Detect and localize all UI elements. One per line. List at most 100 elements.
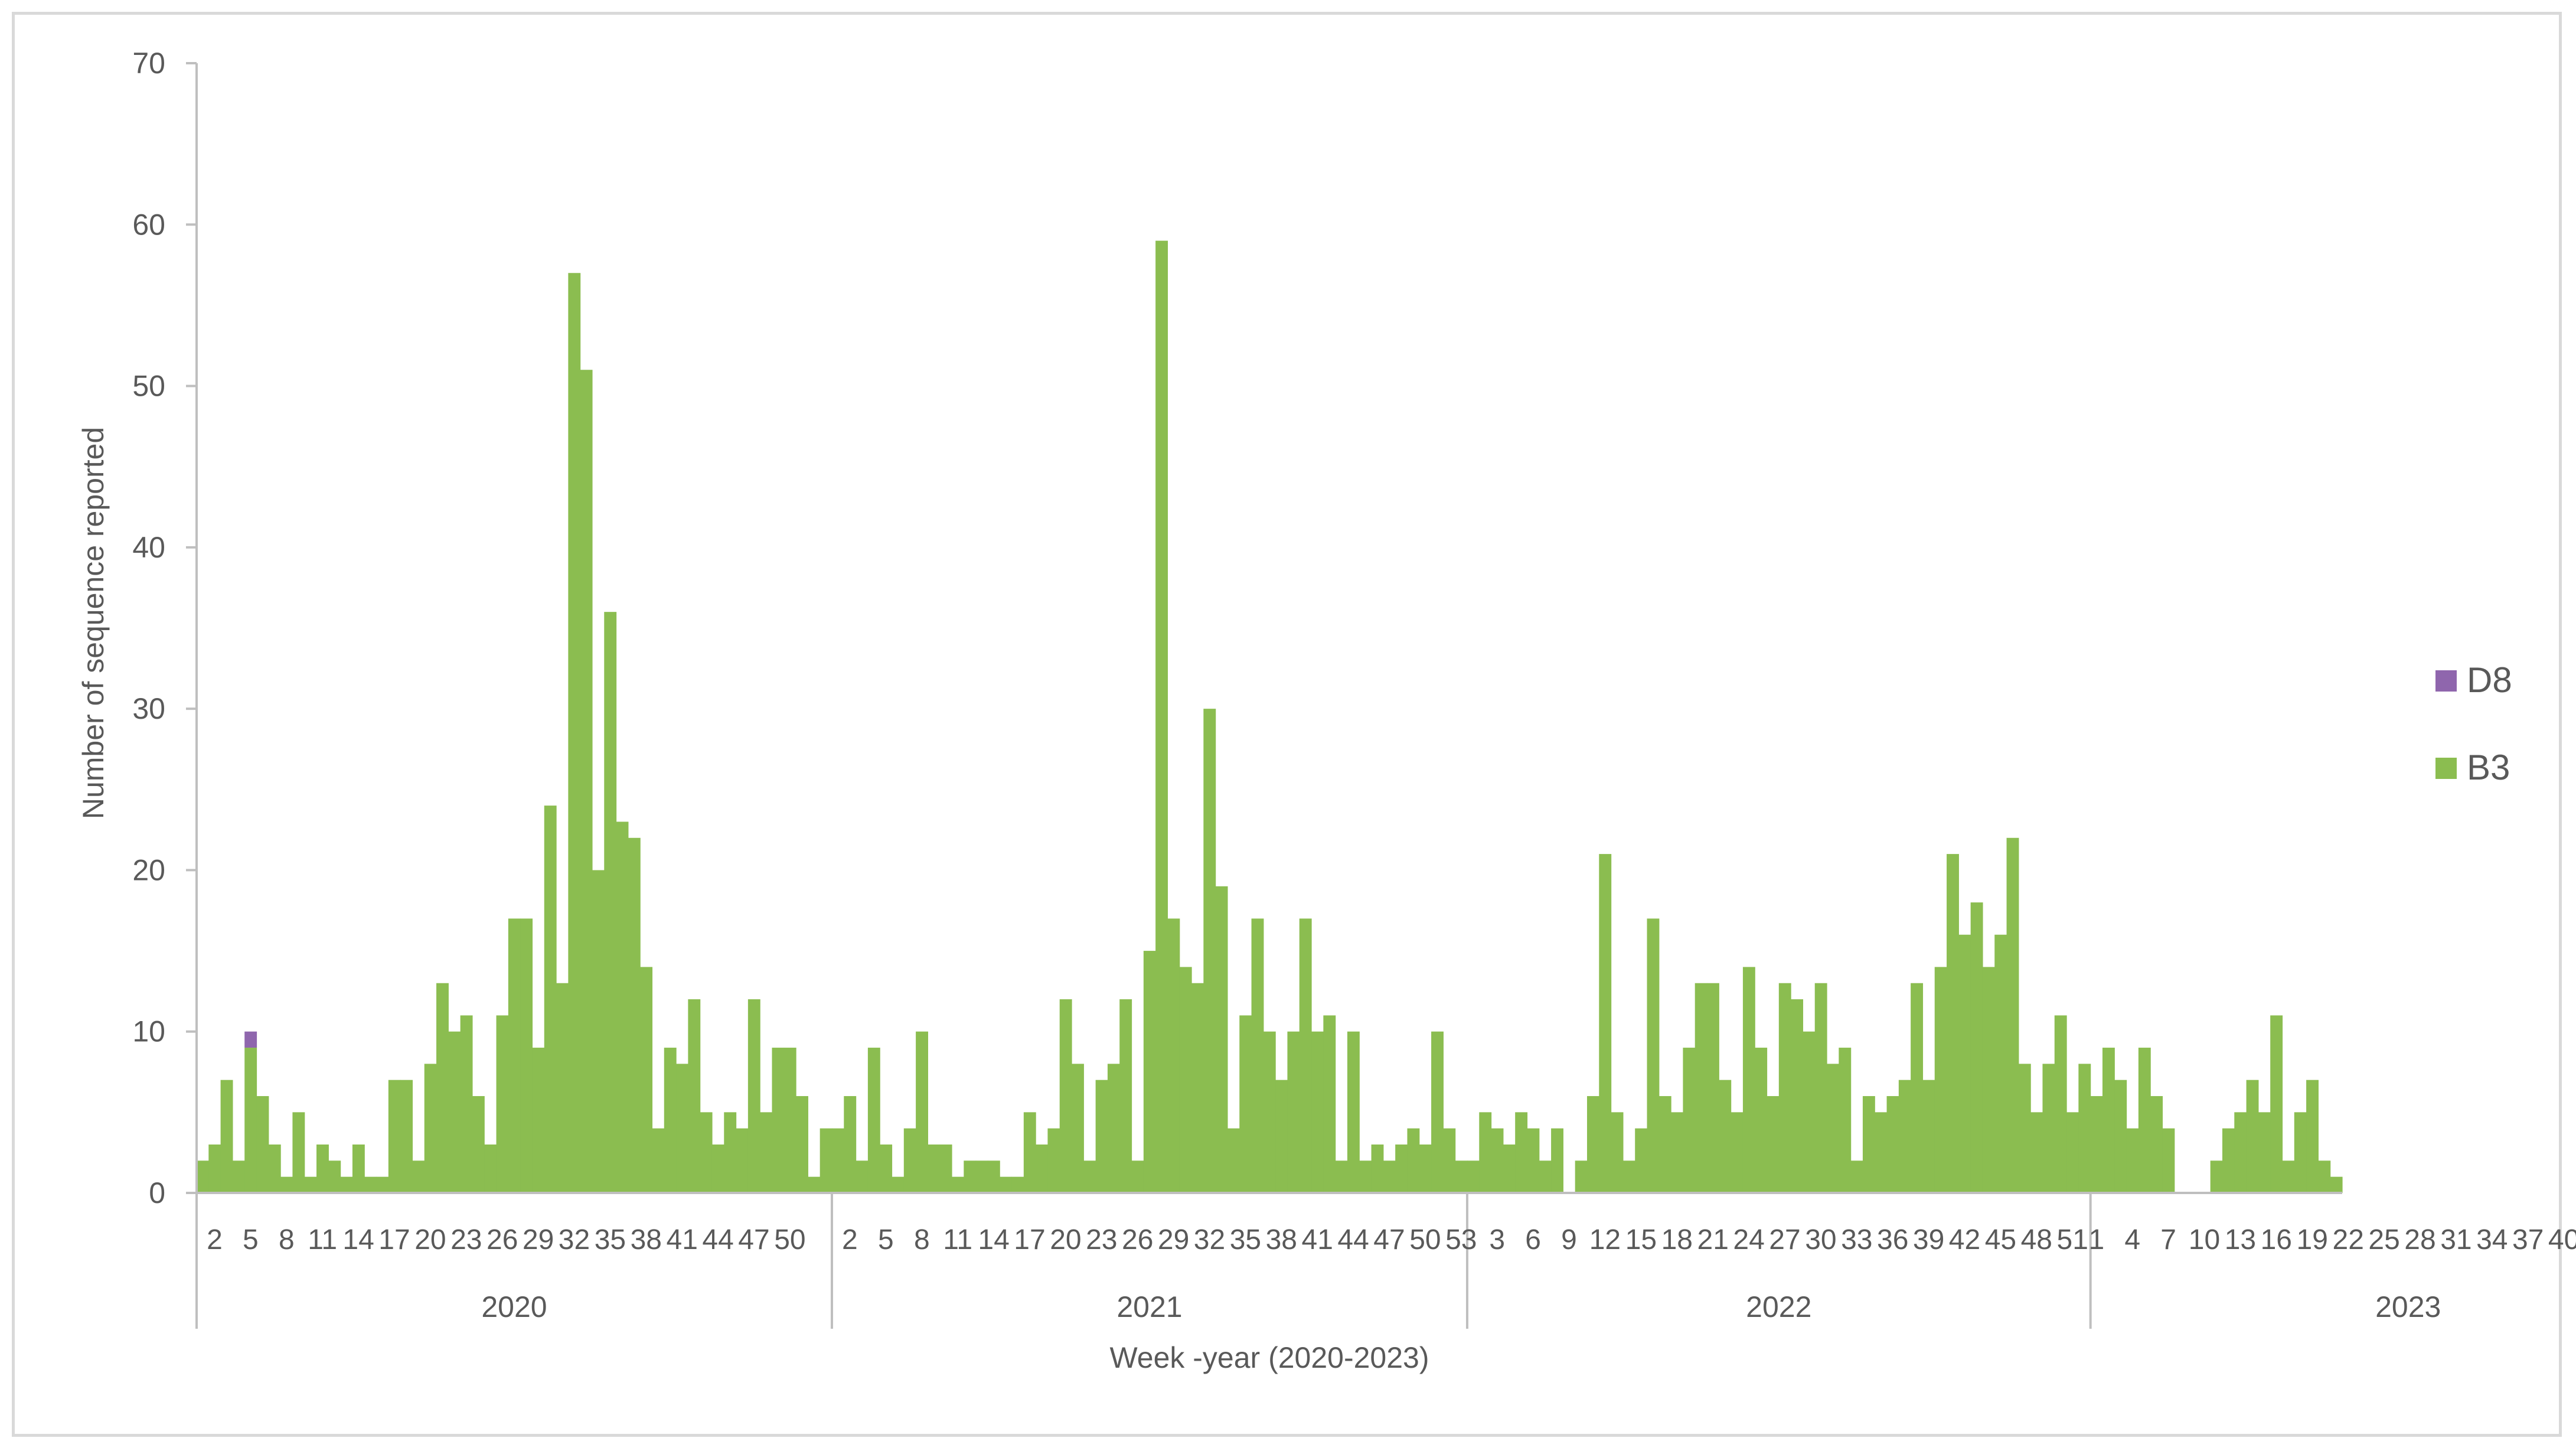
bars [197,240,2343,1193]
bar-b3 [328,1160,341,1193]
legend-label-d8: D8 [2467,660,2512,700]
bar-b3 [1767,1096,1780,1193]
bar-b3 [939,1145,952,1193]
bar-b3 [364,1176,377,1193]
x-tick-label: 29 [1158,1224,1189,1256]
bar-b3 [2222,1128,2235,1193]
bar-b3 [2330,1176,2343,1193]
x-tick-label: 24 [1733,1224,1764,1256]
bar-b3 [436,983,449,1193]
bar-b3 [1982,967,1995,1193]
bar-b3 [1119,999,1132,1193]
bar-b3 [197,1160,209,1193]
x-tick-label: 35 [595,1224,626,1256]
bar-b3 [1000,1176,1013,1193]
x-tick-label: 14 [342,1224,374,1256]
bar-b3 [220,1080,233,1193]
bar-b3 [1803,1031,1816,1193]
bar-b3 [1527,1128,1540,1193]
bar-b3 [616,821,629,1193]
bar-b3 [1539,1160,1552,1193]
bar-b3 [1875,1112,1888,1193]
bar-b3 [2126,1128,2139,1193]
bar-b3 [1827,1064,1839,1193]
bar-b3 [1131,1160,1144,1193]
x-tick-label: 38 [1266,1224,1297,1256]
bar-b3 [1671,1112,1684,1193]
bar-b3 [2306,1080,2319,1193]
bar-b3 [1839,1048,1852,1193]
bar-b3 [460,1015,473,1193]
bar-b3 [1263,1031,1276,1193]
bar-b3 [1299,918,1312,1193]
bar-b3 [1622,1160,1635,1193]
x-tick-label: 47 [738,1224,769,1256]
bar-b3 [580,370,593,1193]
x-tick-label: 39 [1913,1224,1944,1256]
bar-b3 [1934,967,1947,1193]
x-tick-label: 11 [308,1224,337,1256]
bar-b3 [1311,1031,1324,1193]
bar-b3 [1862,1096,1875,1193]
x-tick-label: 51 [2057,1224,2088,1256]
bar-b3 [1107,1064,1120,1193]
bar-b3 [496,1015,509,1193]
bar-b3 [2018,1064,2031,1193]
bar-b3 [1083,1160,1096,1193]
legend-label-b3: B3 [2467,748,2510,787]
y-tick-label: 0 [149,1176,165,1209]
bar-b3 [484,1145,497,1193]
bar-b3 [867,1048,880,1193]
bar-b3 [1347,1031,1360,1193]
bar-b3 [1898,1080,1911,1193]
bar-b3 [652,1128,665,1193]
bar-b3 [796,1096,808,1193]
bar-b3 [808,1176,821,1193]
y-tick-label: 50 [132,370,165,403]
bar-b3 [544,806,557,1193]
y-tick-label: 10 [132,1015,165,1048]
x-tick-label: 25 [2368,1224,2399,1256]
x-tick-label: 2 [207,1224,223,1256]
bar-b3 [292,1112,305,1193]
bar-b3 [892,1176,905,1193]
bar-b3 [2102,1048,2115,1193]
bar-b3 [1455,1160,1468,1193]
bar-b3 [736,1128,749,1193]
bar-b3 [256,1096,269,1193]
year-label: 2021 [1116,1290,1182,1323]
x-tick-label: 50 [1409,1224,1441,1256]
bar-b3 [2318,1160,2331,1193]
bar-b3 [952,1176,964,1193]
bar-b3 [232,1160,245,1193]
x-tick-label: 23 [1086,1224,1117,1256]
bar-b3 [1658,1096,1671,1193]
x-tick-label: 5 [243,1224,259,1256]
bar-b3 [1359,1160,1372,1193]
bar-b3 [916,1031,928,1193]
x-tick-label: 26 [1122,1224,1153,1256]
x-axis-title: Week -year (2020-2023) [1109,1341,1429,1374]
bar-b3 [688,999,701,1193]
bar-b3 [520,918,533,1193]
bar-d8 [244,1031,257,1048]
bar-b3 [772,1048,785,1193]
bar-b3 [724,1112,737,1193]
x-tick-label: 8 [914,1224,930,1256]
bar-b3 [2090,1096,2103,1193]
bar-b3 [532,1048,545,1193]
x-tick-label: 48 [2021,1224,2052,1256]
x-tick-label: 21 [1697,1224,1729,1256]
x-tick-label: 9 [1561,1224,1577,1256]
x-tick-label: 32 [1194,1224,1225,1256]
y-tick-label: 70 [132,47,165,80]
x-tick-label: 22 [2333,1224,2364,1256]
x-tick-label: 15 [1625,1224,1657,1256]
bar-b3 [268,1145,281,1193]
y-tick-label: 30 [132,692,165,725]
bar-b3 [1095,1080,1108,1193]
x-tick-label: 32 [559,1224,590,1256]
bar-b3 [928,1145,941,1193]
bar-b3 [844,1096,857,1193]
